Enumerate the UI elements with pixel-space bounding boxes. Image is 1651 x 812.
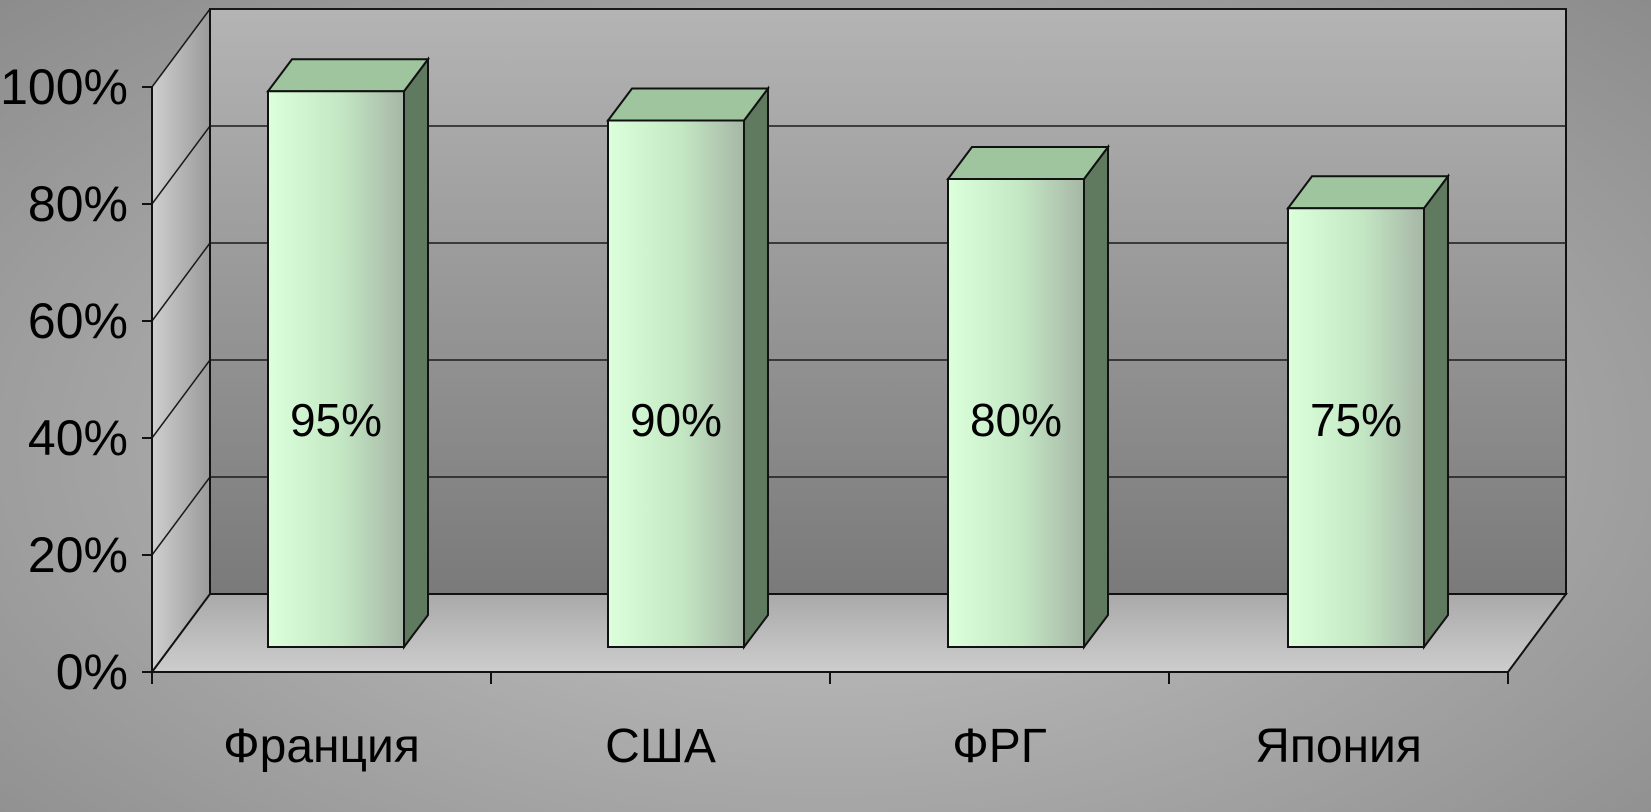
bar-side xyxy=(743,85,769,650)
y-tick-label: 20% xyxy=(28,527,128,583)
bar xyxy=(606,85,770,650)
bar-front xyxy=(1287,207,1425,648)
bar-top xyxy=(606,87,770,122)
axes xyxy=(142,9,1509,684)
x-category-label: США xyxy=(605,720,716,773)
data-label: 95% xyxy=(290,394,382,446)
bar xyxy=(266,56,430,650)
data-label: 75% xyxy=(1310,394,1402,446)
y-tick-label: 60% xyxy=(28,293,128,349)
bar-front xyxy=(607,119,745,648)
x-category-label: Франция xyxy=(223,720,420,773)
bar-front xyxy=(267,90,405,648)
bar-side xyxy=(403,56,429,650)
y-tick-label: 100% xyxy=(0,59,128,115)
x-category-label: Япония xyxy=(1255,720,1422,773)
gridline-side xyxy=(151,476,211,556)
gridline-side xyxy=(151,125,211,205)
x-category-label: ФРГ xyxy=(952,720,1047,773)
y-tick-label: 80% xyxy=(28,176,128,232)
bar-side xyxy=(1423,173,1449,650)
data-label: 80% xyxy=(970,394,1062,446)
bars xyxy=(266,56,1450,650)
bar-top xyxy=(946,146,1110,180)
gridline-side xyxy=(151,8,211,88)
data-label: 90% xyxy=(630,394,722,446)
bar-front xyxy=(947,178,1085,648)
gridline-side xyxy=(151,242,211,322)
gridline-side xyxy=(151,359,211,439)
y-tick-label: 40% xyxy=(28,410,128,466)
y-tick-label: 0% xyxy=(56,644,128,700)
bar-top xyxy=(1286,175,1450,210)
side-wall xyxy=(152,9,210,672)
bar-side xyxy=(1083,144,1109,650)
labels: 0% 20% 40% 60% 80% 100% 95% Франция 90% США 80% ФРГ… xyxy=(0,59,1422,773)
bar xyxy=(1286,173,1450,650)
bar-top xyxy=(266,58,430,93)
bar xyxy=(946,144,1110,650)
